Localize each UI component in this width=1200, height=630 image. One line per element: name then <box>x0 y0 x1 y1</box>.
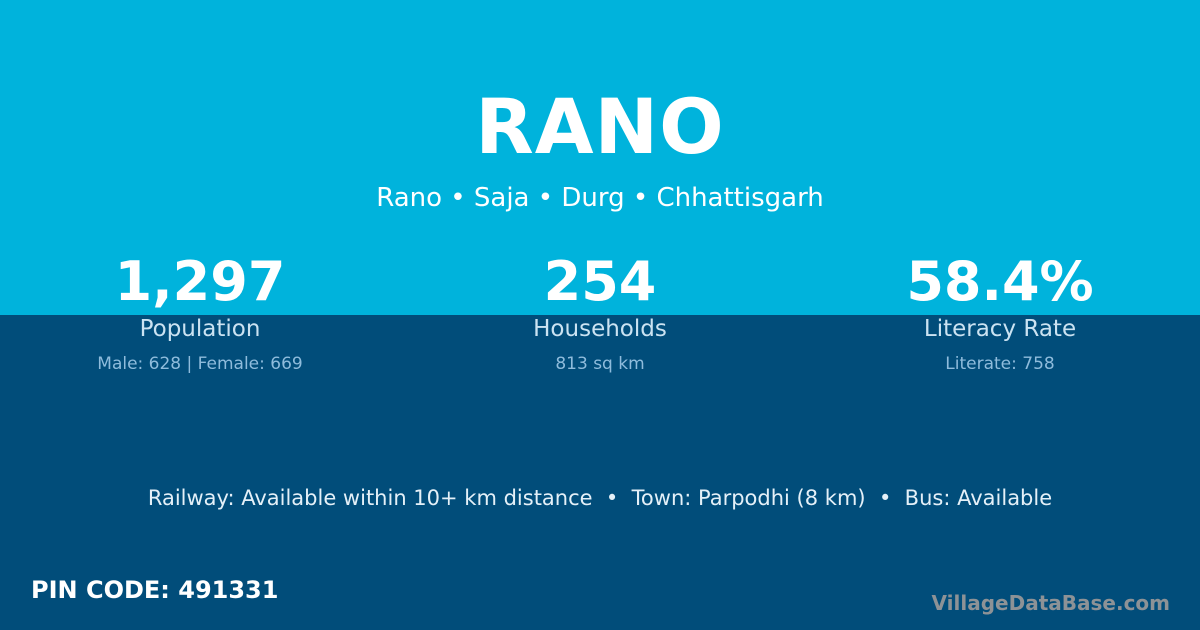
stat-subtext: 813 sq km <box>555 354 645 374</box>
stat-label: Literacy Rate <box>923 316 1077 342</box>
stat-subtext: Literate: 758 <box>945 354 1055 374</box>
header-band <box>0 0 1200 315</box>
village-title: RANO <box>475 82 725 171</box>
pin-code: PIN CODE: 491331 <box>31 576 279 604</box>
stat-value: 1,297 <box>114 250 286 313</box>
connectivity-info: Railway: Available within 10+ km distanc… <box>147 486 1053 510</box>
brand-watermark: VillageDataBase.com <box>931 591 1170 615</box>
body-band <box>0 315 1200 630</box>
stat-value: 254 <box>543 250 657 313</box>
location-breadcrumb: Rano • Saja • Durg • Chhattisgarh <box>376 183 824 213</box>
stat-label: Households <box>533 316 667 342</box>
stat-subtext: Male: 628 | Female: 669 <box>97 354 303 374</box>
stat-label: Population <box>139 316 261 342</box>
stat-value: 58.4% <box>906 250 1094 313</box>
